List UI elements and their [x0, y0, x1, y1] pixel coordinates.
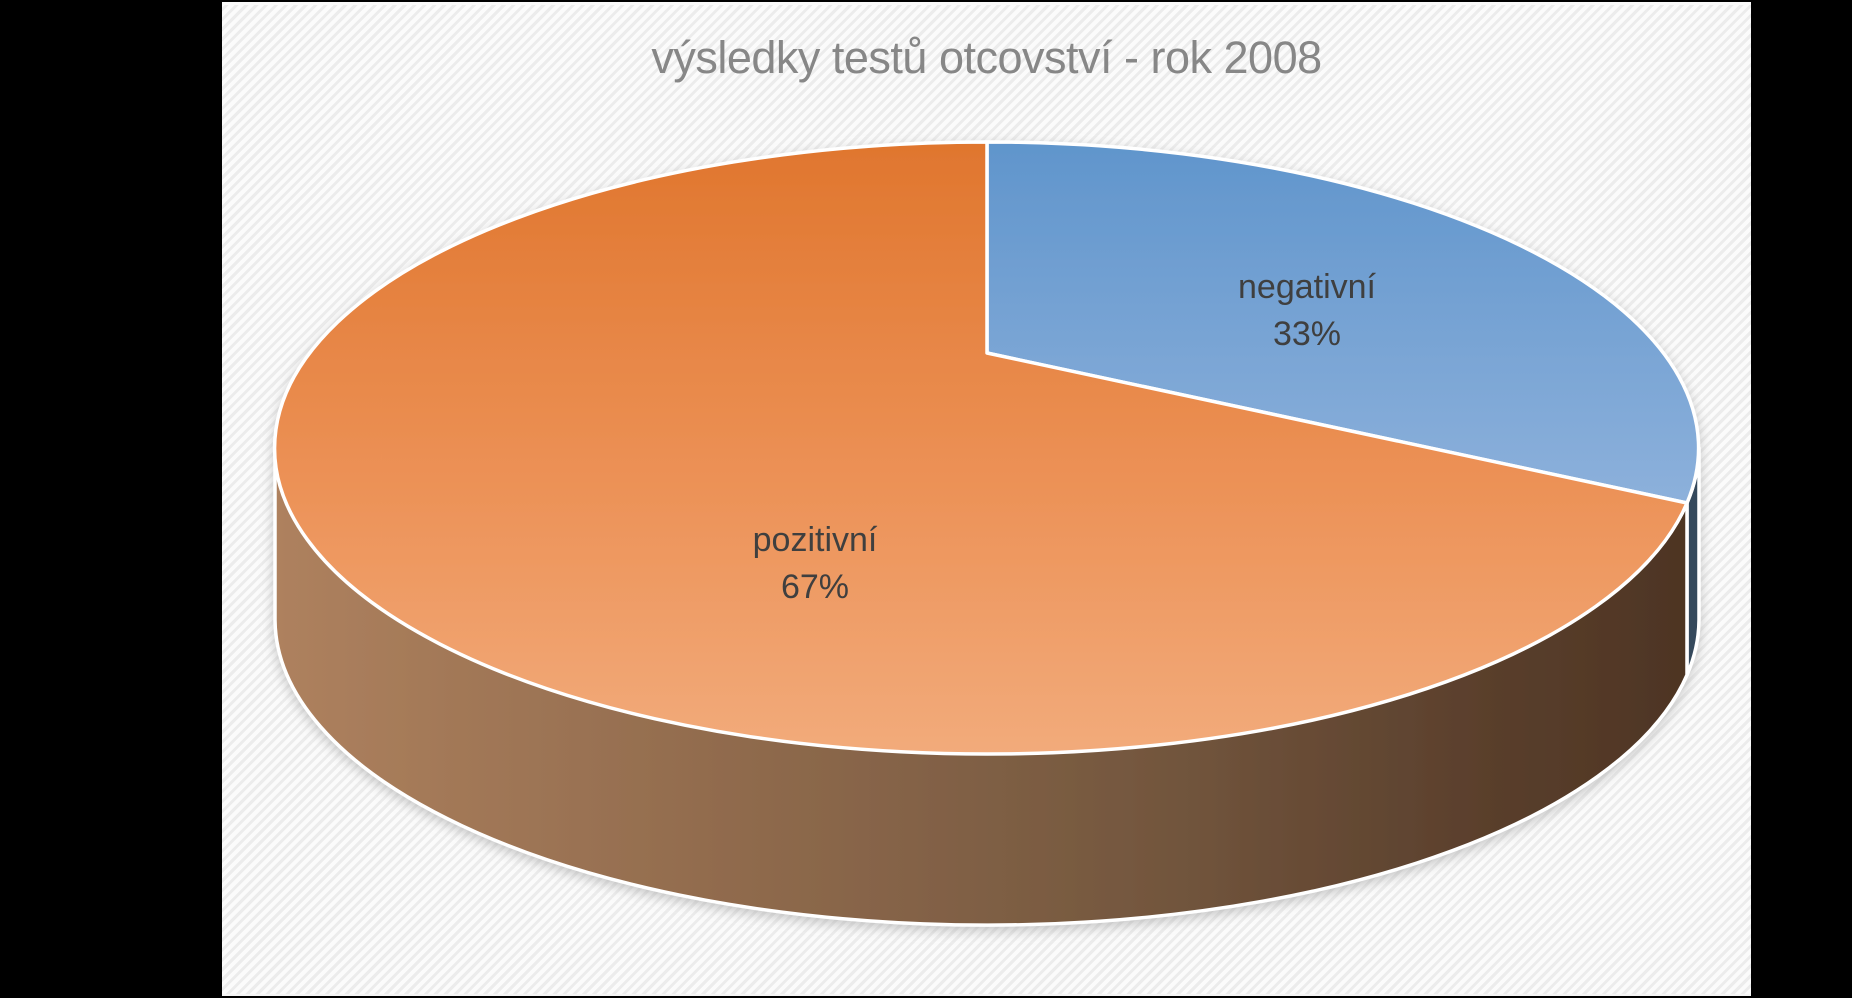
data-label-pozitivni-pct: 67%: [780, 568, 850, 606]
pie-chart-svg: [272, 140, 1701, 927]
data-label-pozitivni-name: pozitivní: [752, 521, 878, 559]
data-label-negativni-pct: 33%: [1272, 315, 1342, 353]
slide-canvas: výsledky testů otcovství - rok 2008: [222, 2, 1751, 996]
pie-slice-negativni[interactable]: [985, 140, 1701, 505]
data-label-pozitivni: pozitivní 67%: [753, 517, 878, 611]
pie-slice-pozitivni[interactable]: [272, 140, 1689, 756]
data-label-negativni-name: negativní: [1238, 268, 1376, 306]
data-label-negativni: negativní 33%: [1238, 264, 1376, 358]
chart-title: výsledky testů otcovství - rok 2008: [651, 32, 1322, 83]
